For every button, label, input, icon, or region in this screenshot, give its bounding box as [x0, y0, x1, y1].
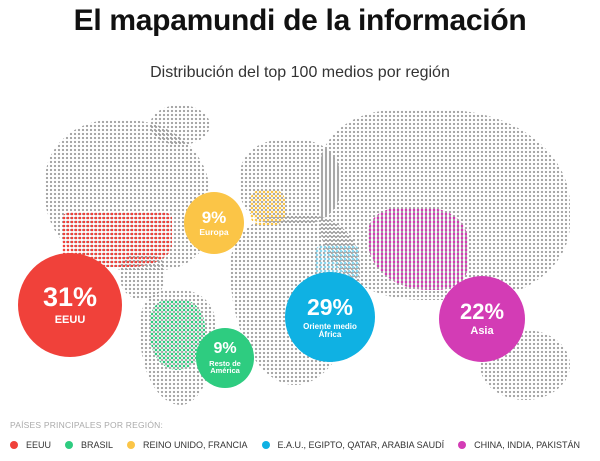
legend-dot [261, 441, 270, 449]
legend-dot [10, 441, 18, 449]
legend-item: EEUU [10, 440, 51, 450]
legend-item: BRASIL [65, 440, 113, 450]
bubble-label: Resto de [209, 358, 241, 368]
legend-item: E.A.U., EGIPTO, QATAR, ARABIA SAUDÍ [261, 440, 445, 450]
bubble-oriente-africa: 29% Oriente medio África [285, 272, 375, 362]
legend-item: CHINA, INDIA, PAKISTÁN [458, 440, 580, 450]
legend-label: E.A.U., EGIPTO, QATAR, ARABIA SAUDÍ [277, 440, 445, 450]
legend-dot [65, 441, 74, 449]
legend: EEUU BRASIL REINO UNIDO, FRANCIA E.A.U.,… [10, 440, 580, 450]
bubble-europa: 9% Europa [184, 192, 244, 254]
brazil-region [150, 300, 205, 370]
bubble-pct: 29% [306, 293, 354, 320]
legend-label: EEUU [26, 440, 52, 450]
bubble-label: Oriente medio [303, 321, 357, 331]
bubble-pct: 22% [459, 299, 505, 325]
legend-label: BRASIL [81, 440, 114, 450]
legend-label: REINO UNIDO, FRANCIA [143, 440, 248, 450]
bubble-pct: 9% [213, 339, 237, 357]
legend-item: REINO UNIDO, FRANCIA [127, 440, 248, 450]
bubble-label: Asia [470, 325, 494, 338]
legend-dot [458, 441, 467, 449]
greenland-land [150, 105, 210, 145]
bubble-pct: 9% [201, 207, 227, 227]
legend-dot [127, 441, 136, 449]
bubble-eeuu: 31% EEUU [18, 253, 122, 357]
bubble-pct: 31% [42, 282, 98, 313]
bubble-label: EEUU [54, 314, 86, 327]
legend-title: PAÍSES PRINCIPALES POR REGIÓN: [10, 420, 164, 430]
page-title: El mapamundi de la información [73, 4, 527, 37]
bubble-label-2: América [210, 366, 240, 376]
legend-label: CHINA, INDIA, PAKISTÁN [474, 440, 580, 450]
bubble-label-2: África [318, 330, 342, 340]
page-subtitle: Distribución del top 100 medios por regi… [150, 64, 450, 81]
bubble-asia: 22% Asia [439, 276, 525, 362]
uk-france-region [250, 190, 285, 225]
bubble-resto-america: 9% Resto de América [196, 328, 254, 388]
bubble-label: Europa [199, 227, 229, 238]
